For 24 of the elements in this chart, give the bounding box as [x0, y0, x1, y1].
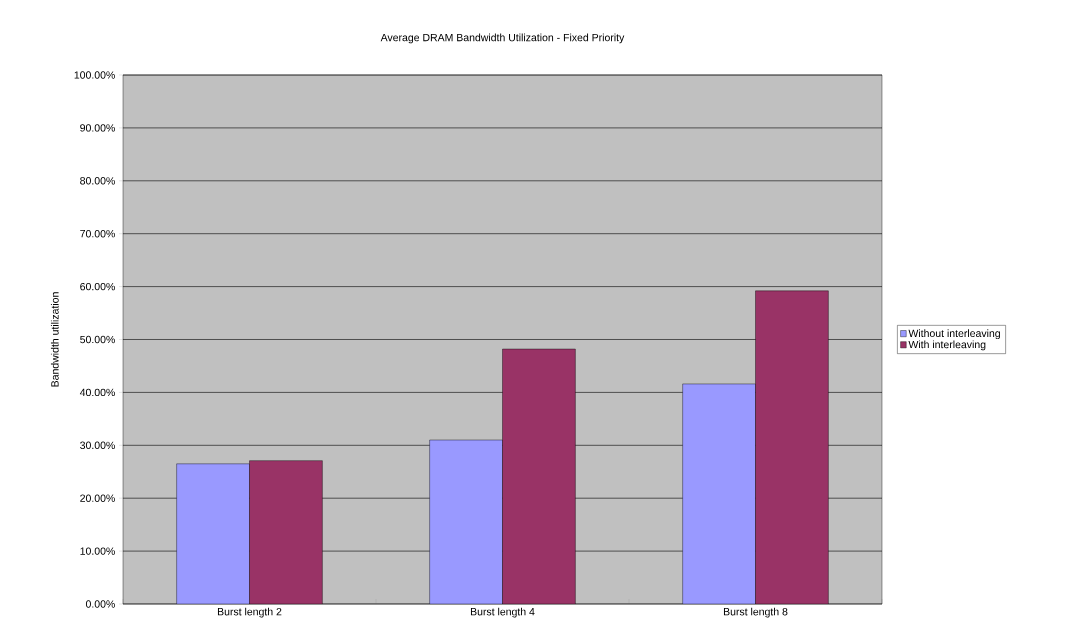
- bar: [502, 348, 576, 604]
- legend-label: Without interleaving: [908, 329, 1000, 340]
- y-tick-label: 80.00%: [80, 177, 115, 185]
- y-tick-label: 60.00%: [80, 282, 115, 291]
- chart-title: Average DRAM Bandwidth Utilization - Fixed Priority: [380, 33, 625, 44]
- y-tick-label: 70.00%: [80, 229, 115, 238]
- y-tick-label: 10.00%: [80, 547, 115, 555]
- bar: [755, 290, 829, 604]
- bar: [429, 439, 503, 604]
- y-axis-title: Bandwidth utilization: [50, 292, 59, 387]
- bar: [176, 463, 250, 604]
- y-tick-label: 30.00%: [80, 441, 115, 450]
- y-tick-label: 20.00%: [80, 494, 115, 502]
- x-tick-label: Burst length 4: [470, 607, 535, 618]
- y-tick-label: 100.00%: [74, 71, 115, 79]
- bar: [682, 383, 756, 604]
- y-tick-label: 90.00%: [80, 124, 115, 132]
- bar: [249, 460, 323, 604]
- y-tick-label: 40.00%: [79, 388, 115, 397]
- x-tick-label: Burst length 2: [217, 607, 282, 618]
- y-tick-label: 0.00%: [85, 600, 115, 608]
- y-tick-label: 50.00%: [80, 335, 115, 344]
- x-tick-label: Burst length 8: [723, 607, 788, 618]
- legend-label: With interleaving: [908, 340, 986, 351]
